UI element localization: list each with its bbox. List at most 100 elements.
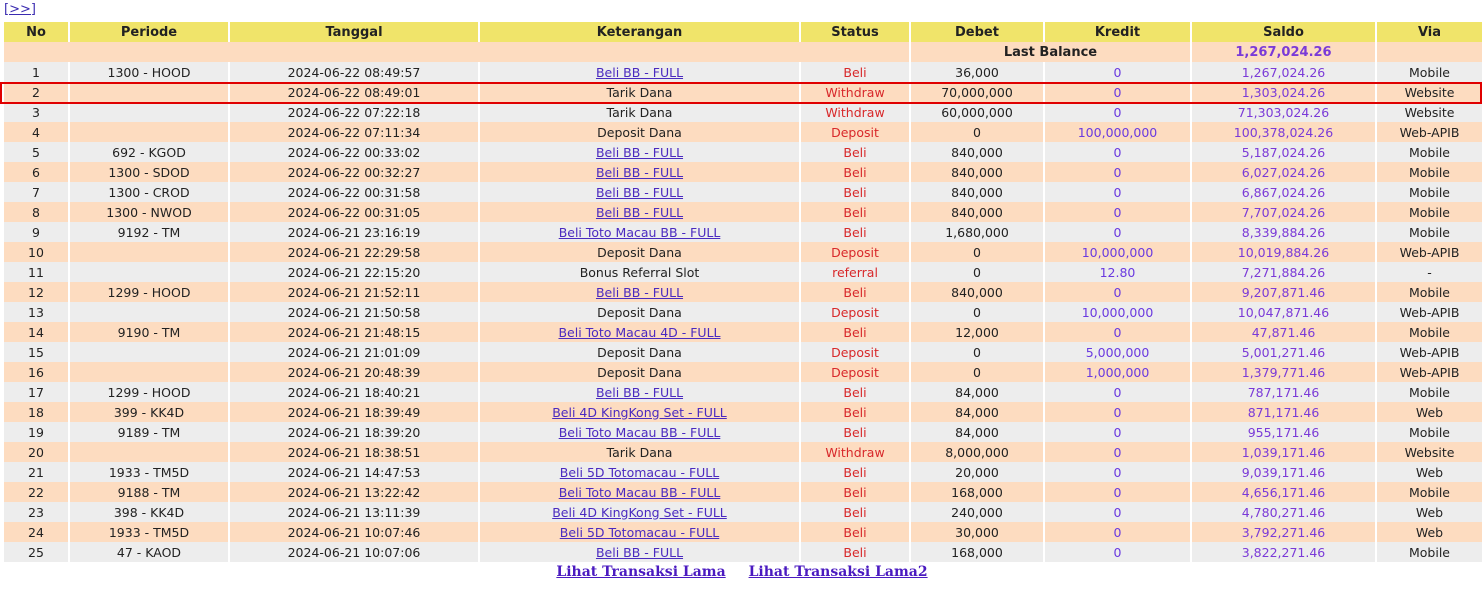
table-row: 21 1933 - TM5D 2024-06-21 14:47:53 Beli 5D … [4, 462, 1482, 482]
row-periode: 1299 - HOOD [107, 284, 191, 300]
table-row: 22 9188 - TM 2024-06-21 13:22:42 Beli Toto … [4, 482, 1482, 502]
row-status: Deposit [831, 304, 879, 320]
row-saldo: 787,171.46 [1247, 384, 1320, 400]
row-debet: 84,000 [955, 404, 999, 420]
transaction-detail-link[interactable]: Beli BB - FULL [595, 184, 684, 200]
row-no: 12 [28, 284, 44, 300]
row-periode: 9189 - TM [117, 424, 181, 440]
row-via: Web [1415, 404, 1444, 420]
row-periode: 1300 - CROD [108, 184, 190, 200]
row-via: Mobile [1408, 324, 1450, 340]
transaction-detail-link[interactable]: Beli 5D Totomacau - FULL [559, 464, 720, 480]
row-periode: 692 - KGOD [112, 144, 186, 160]
row-periode: 9188 - TM [117, 484, 181, 500]
table-row: 23 398 - KK4D 2024-06-21 13:11:39 Beli 4D K… [4, 502, 1482, 522]
row-saldo: 6,027,024.26 [1241, 164, 1326, 180]
row-no: 20 [28, 444, 44, 460]
row-tanggal: 2024-06-22 07:22:18 [287, 104, 421, 120]
row-saldo: 5,187,024.26 [1241, 144, 1326, 160]
row-status: Beli [843, 184, 867, 200]
row-no: 11 [28, 264, 44, 280]
row-no: 18 [28, 404, 44, 420]
row-no: 9 [32, 224, 40, 240]
header-tanggal: Tanggal [230, 22, 478, 42]
row-saldo: 9,039,171.46 [1241, 464, 1326, 480]
transaction-detail-link[interactable]: Beli Toto Macau BB - FULL [558, 484, 721, 500]
row-periode: 398 - KK4D [113, 504, 185, 520]
row-kredit: 0 [1113, 224, 1122, 240]
row-debet: 840,000 [951, 184, 1003, 200]
row-kredit: 0 [1113, 64, 1122, 80]
row-no: 6 [32, 164, 40, 180]
old-transactions-link[interactable]: Lihat Transaksi Lama [556, 564, 726, 580]
old-transactions-2-link[interactable]: Lihat Transaksi Lama2 [748, 564, 928, 580]
footer-links: Lihat Transaksi Lama Lihat Transaksi Lam… [0, 564, 1484, 580]
transaction-detail-link[interactable]: Beli 4D KingKong Set - FULL [552, 504, 727, 520]
transaction-detail-link[interactable]: Beli 4D KingKong Set - FULL [552, 404, 727, 420]
row-debet: 840,000 [951, 164, 1003, 180]
row-saldo: 10,047,871.46 [1237, 304, 1330, 320]
row-tanggal: 2024-06-21 18:40:21 [287, 384, 421, 400]
table-row: 10 2024-06-21 22:29:58 Deposit Dana Deposit… [4, 242, 1482, 262]
row-status: Beli [843, 284, 867, 300]
transaction-detail-link[interactable]: Beli BB - FULL [595, 384, 684, 400]
transaction-detail-link[interactable]: Beli Toto Macau BB - FULL [558, 424, 721, 440]
row-via: Mobile [1408, 484, 1450, 500]
row-debet: 0 [973, 244, 981, 260]
row-kredit: 0 [1113, 424, 1122, 440]
transaction-detail-link[interactable]: Beli BB - FULL [595, 64, 684, 80]
row-kredit: 0 [1113, 504, 1122, 520]
row-no: 13 [28, 304, 44, 320]
transaction-detail-link[interactable]: Beli BB - FULL [595, 284, 684, 300]
row-tanggal: 2024-06-21 21:01:09 [287, 344, 421, 360]
row-tanggal: 2024-06-22 00:32:27 [287, 164, 421, 180]
row-debet: 8,000,000 [945, 444, 1009, 460]
row-tanggal: 2024-06-21 14:47:53 [287, 464, 421, 480]
row-status: Deposit [831, 344, 879, 360]
next-page-link[interactable]: [>>] [4, 2, 36, 17]
row-via: Website [1404, 104, 1455, 120]
row-kredit: 0 [1113, 84, 1122, 100]
row-via: Web [1415, 524, 1444, 540]
row-kredit: 100,000,000 [1077, 124, 1158, 140]
transaction-detail-link[interactable]: Beli BB - FULL [595, 164, 684, 180]
row-status: Deposit [831, 364, 879, 380]
row-tanggal: 2024-06-22 00:31:05 [287, 204, 421, 220]
row-via: Mobile [1408, 284, 1450, 300]
row-debet: 840,000 [951, 284, 1003, 300]
row-no: 5 [32, 144, 40, 160]
row-no: 22 [28, 484, 44, 500]
row-via: Web [1415, 464, 1444, 480]
row-status: Beli [843, 484, 867, 500]
row-saldo: 6,867,024.26 [1241, 184, 1326, 200]
row-via: Mobile [1408, 424, 1450, 440]
row-saldo: 4,780,271.46 [1241, 504, 1326, 520]
row-no: 25 [28, 544, 44, 560]
row-periode: 1300 - SDOD [108, 164, 190, 180]
row-kredit: 0 [1113, 404, 1122, 420]
transaction-detail-link[interactable]: Beli BB - FULL [595, 144, 684, 160]
row-keterangan: Deposit Dana [597, 344, 682, 360]
row-status: Beli [843, 524, 867, 540]
row-saldo: 9,207,871.46 [1241, 284, 1326, 300]
row-via: Website [1404, 444, 1455, 460]
table-row: 17 1299 - HOOD 2024-06-21 18:40:21 Beli BB … [4, 382, 1482, 402]
row-debet: 70,000,000 [941, 84, 1013, 100]
last-balance-row: Last Balance 1,267,024.26 [4, 42, 1482, 62]
table-header-row: No Periode Tanggal Keterangan Status Deb… [4, 22, 1482, 42]
transaction-detail-link[interactable]: Beli BB - FULL [595, 544, 684, 560]
table-row: 25 47 - KAOD 2024-06-21 10:07:06 Beli BB - … [4, 542, 1482, 562]
transaction-detail-link[interactable]: Beli Toto Macau 4D - FULL [558, 324, 721, 340]
row-kredit: 0 [1113, 284, 1122, 300]
row-no: 19 [28, 424, 44, 440]
row-status: Beli [843, 464, 867, 480]
transaction-detail-link[interactable]: Beli Toto Macau BB - FULL [558, 224, 721, 240]
transaction-detail-link[interactable]: Beli 5D Totomacau - FULL [559, 524, 720, 540]
last-balance-label: Last Balance [911, 42, 1190, 62]
row-status: Deposit [831, 244, 879, 260]
transaction-detail-link[interactable]: Beli BB - FULL [595, 204, 684, 220]
row-status: Deposit [831, 124, 879, 140]
row-via: Web [1415, 504, 1444, 520]
header-kredit: Kredit [1045, 22, 1190, 42]
row-debet: 0 [973, 344, 981, 360]
